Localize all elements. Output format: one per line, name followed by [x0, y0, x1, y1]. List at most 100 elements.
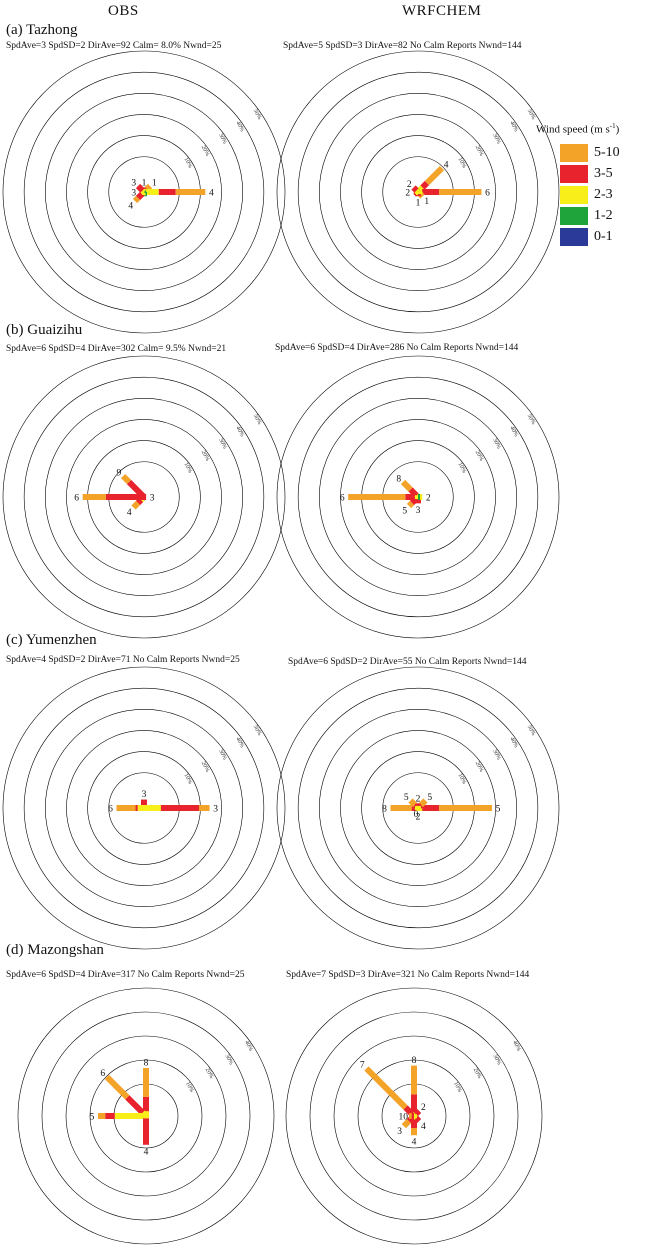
petal-count-label: 4 — [209, 189, 214, 199]
rose-ring-10pct — [357, 1059, 471, 1173]
rose-ring-50pct — [2, 666, 286, 950]
legend-title-close: ) — [615, 123, 620, 136]
petal-count-label: 5 — [90, 1113, 95, 1123]
rose-ring-label: 30% — [217, 133, 227, 146]
rose-ring-label: 30% — [223, 1053, 233, 1066]
rose-ring-40pct — [23, 71, 265, 313]
legend-label-2-3: 2-3 — [594, 187, 613, 202]
rose-ring-label: 10% — [456, 157, 466, 170]
rose-ring-label: 40% — [508, 120, 518, 133]
petal-count-label: 2 — [416, 794, 421, 804]
rose-ring-label: 10% — [182, 462, 192, 475]
petal-segment-5-10 — [406, 500, 415, 509]
petal-segment-5-10 — [424, 165, 445, 186]
petal-count-label: 4 — [127, 508, 132, 518]
obs-column-title: OBS — [108, 3, 139, 19]
rose-ring-label: 40% — [508, 736, 518, 749]
rose-ring-label: 10% — [456, 773, 466, 786]
wind-rose-4: 10% 20% 30% 40% 50% 6 8 5 32 — [276, 355, 560, 639]
petal-count-label: 1 — [424, 197, 429, 207]
rose-ring-40pct — [23, 687, 265, 929]
petal-segment-5-10 — [408, 798, 418, 808]
rose-ring-label: 30% — [217, 438, 227, 451]
petal-count-label: 9 — [116, 468, 121, 478]
rose-ring-20pct — [333, 1035, 495, 1197]
rose-ring-label: 20% — [472, 1067, 482, 1080]
rose-ring-50pct — [2, 355, 286, 639]
petal-count-label: 6 — [100, 1069, 105, 1079]
legend-item-3-5: 3-5 — [560, 165, 650, 185]
petal-count-label: 7 — [360, 1061, 365, 1071]
petal-count-label: 2 — [405, 189, 410, 199]
petal-count-label: 8 — [382, 805, 387, 815]
rose-ring-label: 10% — [184, 1081, 194, 1094]
legend-label-5-10: 5-10 — [594, 145, 620, 160]
legend-item-1-2: 1-2 — [560, 207, 650, 227]
petal-segment-2-3 — [414, 188, 421, 195]
petal-segment-3-5 — [413, 1108, 422, 1117]
rose-ring-label: 20% — [200, 761, 210, 774]
rose-ring-label: 40% — [243, 1040, 253, 1053]
rose-ring-label: 50% — [252, 108, 262, 121]
obs-stats-b: SpdAve=6 SpdSD=4 DirAve=302 Calm= 9.5% N… — [6, 344, 227, 354]
legend-item-2-3: 2-3 — [560, 186, 650, 206]
rose-ring-label: 50% — [252, 413, 262, 426]
petal-segment-5-10 — [401, 1118, 412, 1129]
petal-count-label: 4 — [444, 160, 449, 170]
petal-count-label: 3 — [131, 178, 136, 188]
rose-ring-30pct — [45, 397, 243, 596]
petal-count-label: 0 — [414, 810, 419, 820]
petal-count-label: 1 — [142, 178, 147, 188]
rose-ring-label: 40% — [234, 736, 244, 749]
petal-segment-5-10 — [418, 798, 428, 808]
rose-ring-30pct — [45, 708, 243, 907]
rose-ring-label: 30% — [491, 133, 501, 146]
rose-ring-20pct — [66, 730, 222, 886]
rose-ring-label: 40% — [234, 120, 244, 133]
model-stats-b: SpdAve=6 SpdSD=4 DirAve=286 No Calm Repo… — [275, 343, 519, 353]
petal-segment-5-10 — [120, 473, 132, 485]
petal-segment-5-10 — [364, 1066, 408, 1110]
rose-ring-30pct — [318, 397, 517, 596]
petal-count-label: 4 — [128, 202, 133, 212]
petal-count-label: 6 — [74, 494, 79, 504]
petal-segment-3-5 — [135, 497, 144, 506]
rose-ring-40pct — [297, 71, 539, 313]
legend-title-exponent: -1 — [609, 122, 616, 130]
rose-ring-20pct — [340, 730, 496, 886]
rose-ring-50pct — [276, 50, 560, 334]
petal-segment-5-10 — [104, 1074, 130, 1100]
petal-count-label: 6 — [108, 805, 113, 815]
legend-label-0-1: 0-1 — [594, 229, 613, 244]
rose-ring-label: 20% — [474, 450, 484, 463]
petal-count-label: 3 — [397, 1127, 402, 1137]
petal-count-label: 5 — [404, 793, 409, 803]
rose-ring-40pct — [297, 376, 539, 618]
petal-count-label: 2 — [421, 1103, 426, 1113]
petal-count-label: 5 — [496, 805, 501, 815]
rose-ring-label: 10% — [182, 157, 192, 170]
rose-ring-label: 20% — [204, 1067, 214, 1080]
rose-ring-label: 20% — [200, 145, 210, 158]
obs-stats-a: SpdAve=3 SpdSD=2 DirAve=92 Calm= 8.0% Nw… — [6, 41, 222, 51]
wind-rose-5: 10% 20% 30% 40% 50% 3 3 6 — [2, 666, 286, 950]
rose-ring-label: 30% — [491, 438, 501, 451]
petal-segment-3-5 — [408, 487, 419, 498]
petal-segment-5-10 — [131, 500, 141, 510]
rose-ring-label: 50% — [526, 413, 536, 426]
rose-ring-label: 30% — [491, 749, 501, 762]
petal-count-label: 4 — [144, 1147, 149, 1157]
petal-count-label: 1 — [416, 199, 421, 209]
rose-ring-30pct — [45, 93, 243, 291]
obs-stats-c: SpdAve=4 SpdSD=2 DirAve=71 No Calm Repor… — [6, 655, 240, 665]
legend-swatch-5-10 — [560, 144, 588, 162]
model-column-title: WRFCHEM — [402, 3, 482, 19]
rose-ring-30pct — [318, 708, 517, 907]
rose-ring-10pct — [89, 1059, 203, 1173]
petal-count-label: 2 — [416, 813, 421, 823]
rose-ring-label: 10% — [456, 462, 466, 475]
